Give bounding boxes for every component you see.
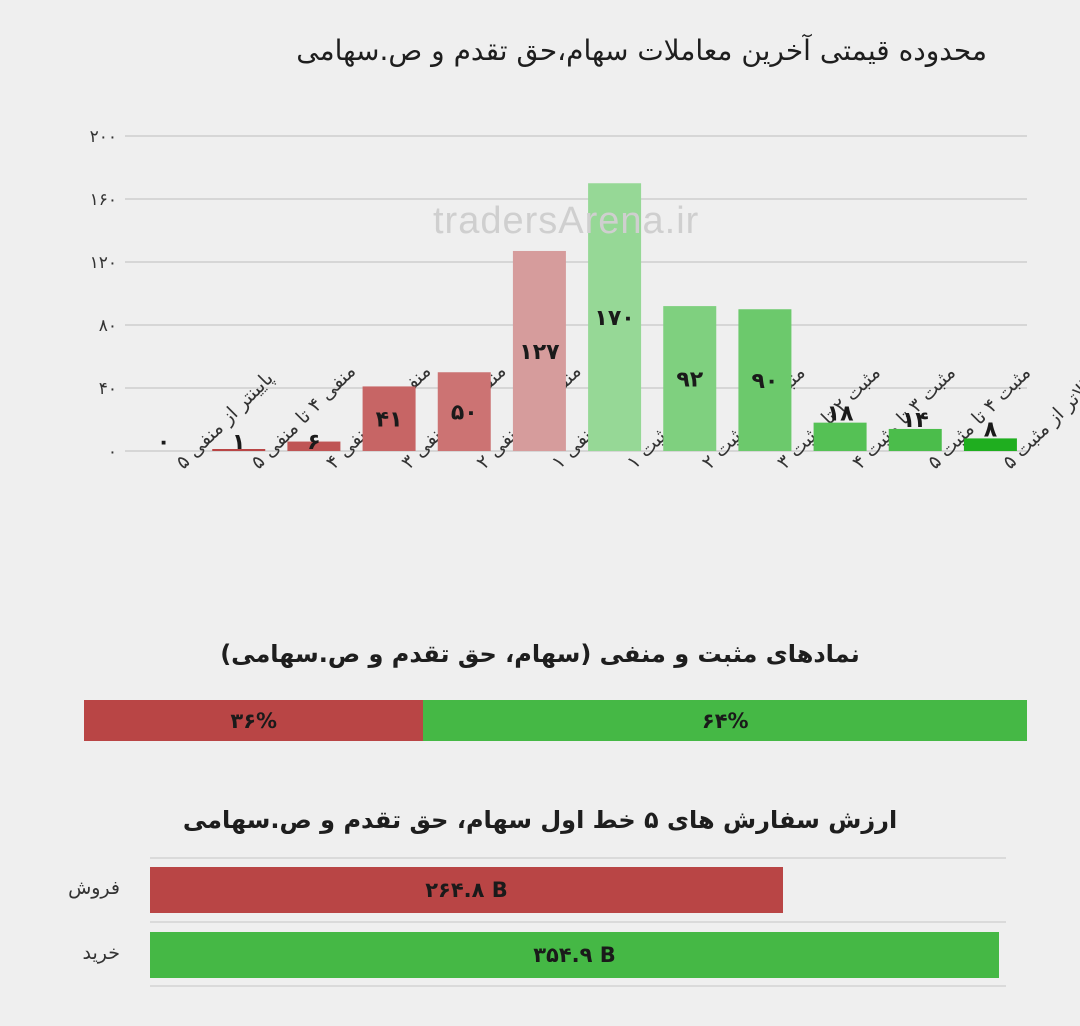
- bar: [437, 372, 491, 451]
- data-label: ۱۸: [827, 402, 854, 427]
- stack-chart-title: نمادهای مثبت و منفی (سهام، حق تقدم و ص.س…: [220, 640, 860, 668]
- positive-negative-stacked-bar: ۳۶% ۶۴%: [84, 700, 1027, 741]
- data-label: ۱۲۷: [519, 340, 560, 365]
- data-label: ۹۲: [676, 368, 703, 393]
- data-label: ۱۴: [902, 408, 929, 433]
- data-label: ۵۰: [451, 401, 478, 426]
- data-label: ۱۷۰: [594, 306, 634, 331]
- bar: [963, 438, 1017, 451]
- orders-chart-title: ارزش سفارش های ۵ خط اول سهام، حق تقدم و …: [182, 806, 898, 834]
- bar: [663, 306, 717, 451]
- data-label: ۰: [157, 430, 170, 455]
- buy-bar: ۳۵۴.۹ B: [150, 932, 999, 978]
- bar: [888, 428, 942, 451]
- gridline: [150, 921, 1006, 923]
- data-label: ۸: [984, 417, 998, 442]
- bar: [738, 309, 792, 451]
- data-label: ۹۰: [751, 369, 778, 394]
- category-label: خرید: [82, 942, 121, 964]
- y-tick-label: ۱۲۰: [90, 253, 117, 273]
- watermark: tradersArena.ir: [433, 200, 700, 242]
- y-tick-label: ۲۰۰: [90, 127, 117, 147]
- bar: [362, 386, 416, 451]
- sell-row: فروش ۲۶۴.۸ B: [0, 867, 1080, 913]
- category-label: فروش: [68, 877, 120, 899]
- gridline: [150, 857, 1006, 859]
- positive-share-segment: ۶۴%: [423, 700, 1027, 741]
- gridline: [150, 985, 1006, 987]
- bar: [512, 250, 566, 451]
- bar: [588, 183, 642, 451]
- bar: [212, 449, 266, 451]
- chart-title: محدوده قیمتی آخرین معاملات سهام،حق تقدم …: [296, 34, 987, 67]
- negative-share-segment: ۳۶%: [84, 700, 424, 741]
- y-tick-label: ۰: [108, 442, 117, 462]
- data-label: ۶: [307, 430, 320, 455]
- buy-row: خرید ۳۵۴.۹ B: [0, 932, 1080, 978]
- data-label: ۴۱: [376, 408, 403, 433]
- sell-bar: ۲۶۴.۸ B: [150, 867, 783, 913]
- bar: [287, 441, 341, 451]
- y-tick-label: ۸۰: [99, 316, 117, 336]
- y-tick-label: ۱۶۰: [90, 190, 117, 210]
- data-label: ۱: [232, 430, 245, 455]
- y-tick-label: ۴۰: [99, 379, 117, 399]
- bar: [813, 422, 867, 451]
